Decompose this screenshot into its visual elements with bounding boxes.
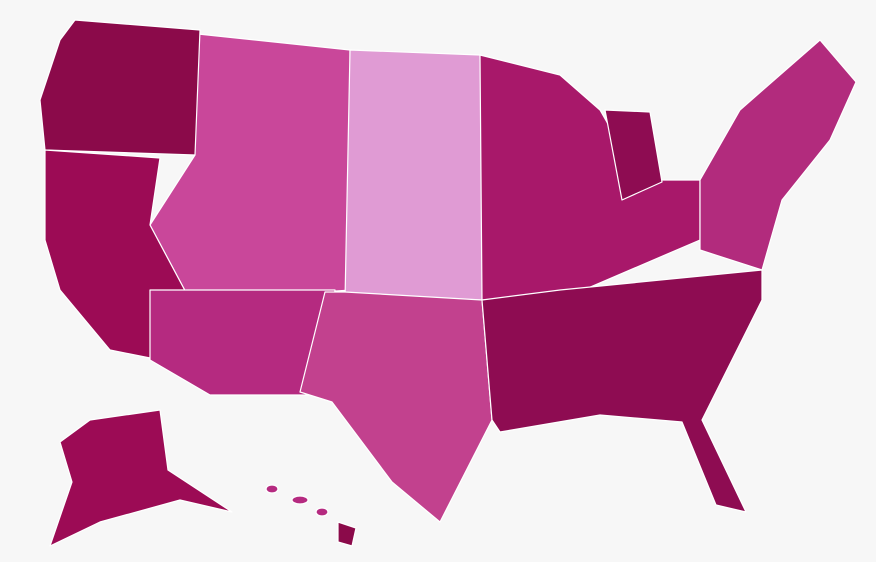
region-northeast — [699, 39, 857, 271]
region-hawaii — [265, 484, 279, 494]
region-hawaii — [291, 495, 309, 505]
region-southeast — [481, 269, 763, 513]
region-pacific-northwest — [39, 19, 201, 156]
region-hawaii — [337, 521, 357, 547]
region-southwest — [149, 289, 336, 396]
region-hawaii — [315, 507, 329, 517]
region-plains — [344, 49, 486, 301]
region-alaska — [49, 409, 233, 547]
region-michigan — [604, 109, 663, 201]
